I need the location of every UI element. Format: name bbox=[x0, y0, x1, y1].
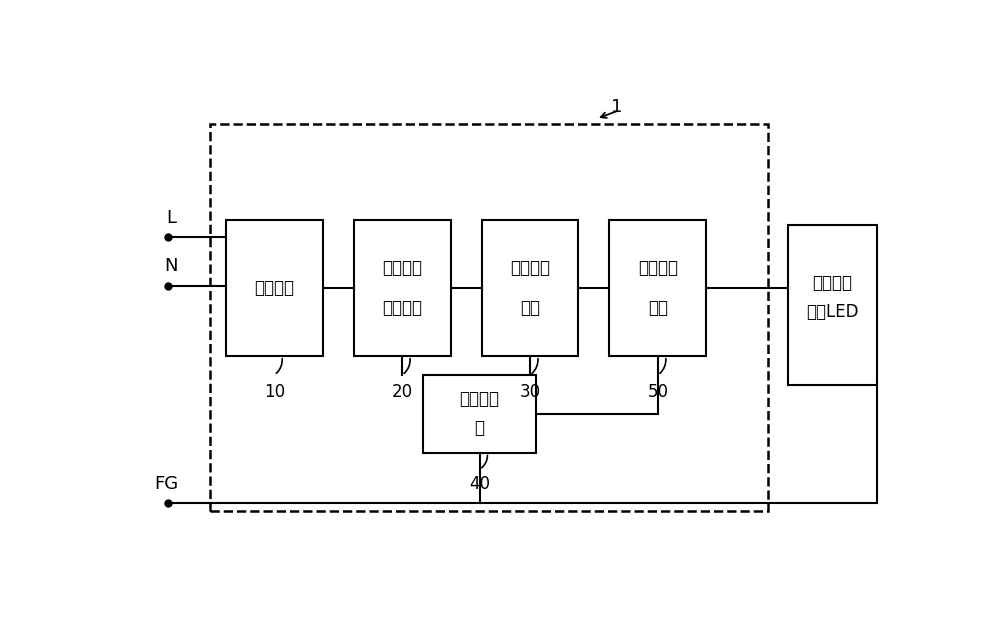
Text: 管组LED: 管组LED bbox=[806, 303, 858, 322]
Text: 1: 1 bbox=[611, 98, 623, 116]
Text: 校正单元: 校正单元 bbox=[382, 300, 422, 317]
Text: 单元: 单元 bbox=[648, 300, 668, 317]
Text: 功率因数: 功率因数 bbox=[382, 259, 422, 277]
Text: 整流单元: 整流单元 bbox=[254, 279, 294, 297]
Text: 电压调节: 电压调节 bbox=[510, 259, 550, 277]
Text: 50: 50 bbox=[647, 383, 668, 401]
Text: L: L bbox=[166, 209, 176, 227]
Bar bbox=[354, 220, 450, 356]
Bar bbox=[210, 124, 768, 511]
Text: N: N bbox=[165, 257, 178, 275]
Bar bbox=[423, 375, 536, 453]
Text: 元: 元 bbox=[475, 420, 485, 437]
Bar bbox=[226, 220, 323, 356]
Bar bbox=[609, 220, 706, 356]
Text: 发光二极: 发光二极 bbox=[812, 274, 852, 292]
Bar bbox=[482, 220, 578, 356]
Text: 30: 30 bbox=[519, 383, 540, 401]
Text: 单元: 单元 bbox=[520, 300, 540, 317]
Text: 20: 20 bbox=[392, 383, 413, 401]
Text: 微处理单: 微处理单 bbox=[460, 391, 500, 408]
Text: 隔离开关: 隔离开关 bbox=[638, 259, 678, 277]
Text: FG: FG bbox=[154, 475, 178, 493]
Text: 40: 40 bbox=[469, 475, 490, 493]
Text: 10: 10 bbox=[264, 383, 285, 401]
Bar bbox=[788, 225, 877, 385]
